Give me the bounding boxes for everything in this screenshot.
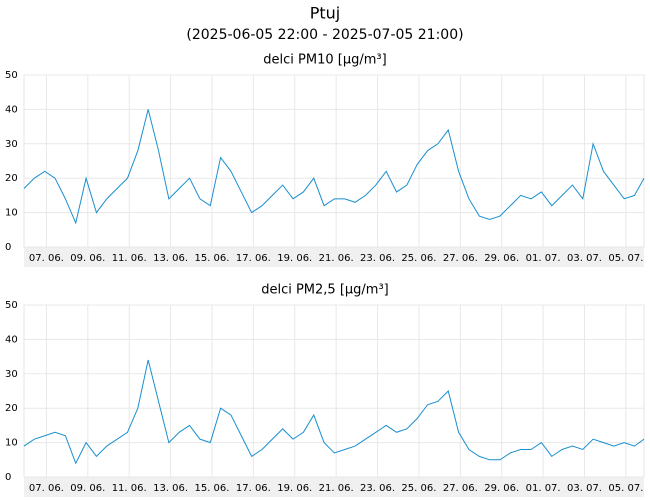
y-tick-label: 10 (5, 208, 18, 219)
plot-area (23, 74, 645, 248)
x-tick-label: 25. 06. (401, 253, 436, 264)
data-line (23, 109, 645, 225)
chart-title: delci PM10 [µg/m³] (263, 53, 386, 68)
x-tick-label: 15. 06. (194, 483, 229, 494)
x-tick-label: 11. 06. (112, 483, 147, 494)
y-tick-label: 30 (5, 139, 18, 150)
x-tick-label: 19. 06. (277, 253, 312, 264)
x-tick-label: 23. 06. (360, 483, 395, 494)
x-tick-label: 27. 06. (443, 253, 478, 264)
y-tick-label: 10 (5, 438, 18, 449)
x-tick-label: 19. 06. (277, 483, 312, 494)
x-tick-label: 27. 06. (443, 483, 478, 494)
x-tick-label: 05. 07. (608, 253, 643, 264)
y-tick-label: 20 (5, 173, 18, 184)
x-tick-label: 25. 06. (401, 483, 436, 494)
y-tick-label: 0 (5, 472, 11, 483)
data-line (23, 359, 645, 465)
x-tick-label: 09. 06. (70, 483, 105, 494)
chart-title: delci PM2,5 [µg/m³] (261, 283, 389, 298)
x-tick-label: 13. 06. (153, 253, 188, 264)
x-tick-label: 07. 06. (29, 253, 64, 264)
x-axis-band (24, 247, 644, 267)
x-tick-label: 29. 06. (484, 253, 519, 264)
page-title: Ptuj (310, 4, 341, 23)
y-tick-label: 40 (5, 334, 18, 345)
plot-area (23, 304, 645, 478)
y-tick-label: 20 (5, 403, 18, 414)
x-tick-label: 21. 06. (319, 253, 354, 264)
x-tick-label: 01. 07. (526, 253, 561, 264)
x-tick-label: 23. 06. (360, 253, 395, 264)
x-tick-label: 21. 06. (319, 483, 354, 494)
x-tick-label: 07. 06. (29, 483, 64, 494)
x-tick-label: 15. 06. (194, 253, 229, 264)
x-axis-band (24, 477, 644, 497)
x-tick-label: 01. 07. (526, 483, 561, 494)
x-tick-label: 11. 06. (112, 253, 147, 264)
x-tick-label: 17. 06. (236, 253, 271, 264)
y-tick-label: 40 (5, 104, 18, 115)
x-tick-label: 09. 06. (70, 253, 105, 264)
x-tick-label: 13. 06. (153, 483, 188, 494)
y-tick-label: 50 (5, 70, 18, 81)
x-tick-label: 29. 06. (484, 483, 519, 494)
y-tick-label: 30 (5, 369, 18, 380)
y-tick-label: 50 (5, 300, 18, 311)
page-subtitle: (2025-06-05 22:00 - 2025-07-05 21:00) (186, 27, 463, 43)
x-tick-label: 03. 07. (567, 483, 602, 494)
x-tick-label: 05. 07. (608, 483, 643, 494)
x-tick-label: 17. 06. (236, 483, 271, 494)
y-tick-label: 0 (5, 242, 11, 253)
x-tick-label: 03. 07. (567, 253, 602, 264)
